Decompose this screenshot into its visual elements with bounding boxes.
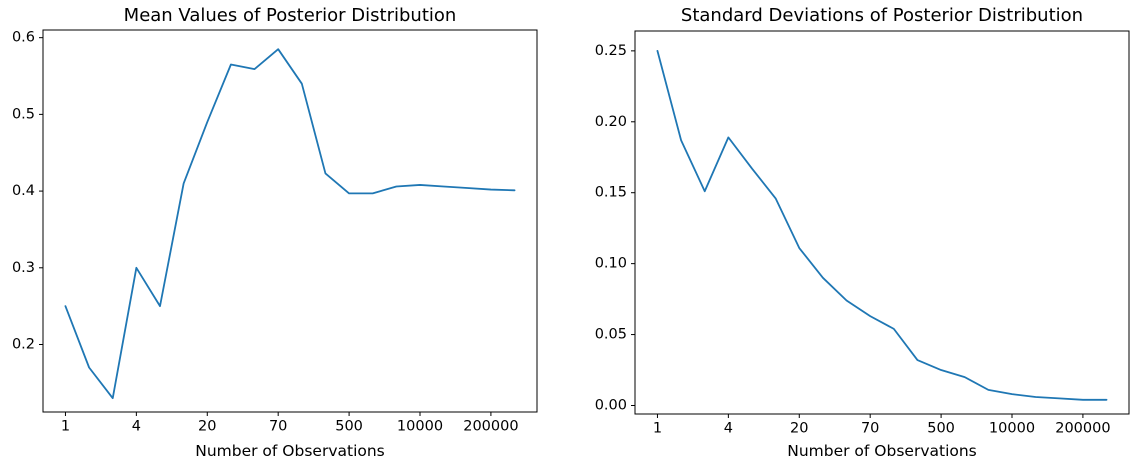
- y-tick-label: 0.05: [595, 327, 627, 343]
- x-tick-label: 20: [790, 421, 808, 437]
- axes-spine: [634, 30, 1130, 415]
- x-tick-label: 200000: [463, 419, 518, 435]
- x-tick-label: 1: [653, 421, 662, 437]
- left-chart-title: Mean Values of Posterior Distribution: [123, 5, 457, 26]
- x-tick-label: 500: [927, 421, 955, 437]
- y-tick-label: 0.15: [595, 185, 627, 201]
- x-tick-label: 20: [198, 419, 216, 435]
- right-chart-xlabel: Number of Observations: [787, 442, 977, 460]
- x-tick-label: 10000: [989, 421, 1035, 437]
- x-tick-label: 500: [335, 419, 363, 435]
- y-tick-label: 0.4: [12, 183, 35, 199]
- data-line: [656, 49, 1108, 401]
- y-tick-label: 0.3: [12, 260, 35, 276]
- y-tick-label: 0.00: [595, 397, 627, 413]
- x-tick-label: 1: [61, 419, 70, 435]
- left-chart-xlabel: Number of Observations: [195, 442, 385, 460]
- x-tick-label: 4: [724, 421, 733, 437]
- y-tick-label: 0.20: [595, 114, 627, 130]
- right-chart-title: Standard Deviations of Posterior Distrib…: [680, 5, 1084, 26]
- right-chart-canvas: 1 4 20 70 500 10000 200000 0.00 0.05 0.10 0.15 0.20…: [595, 30, 1130, 437]
- left-chart-canvas: 1 4 20 70 500 10000 200000 0.2 0.3 0.4 0.5 0.6: [12, 29, 538, 435]
- y-tick-label: 0.2: [12, 336, 35, 352]
- x-tick-label: 70: [861, 421, 879, 437]
- x-tick-label: 10000: [397, 419, 443, 435]
- y-tick-label: 0.25: [595, 43, 627, 59]
- x-tick-label: 200000: [1055, 421, 1110, 437]
- x-tick-label: 4: [132, 419, 141, 435]
- y-tick-label: 0.10: [595, 256, 627, 272]
- y-tick-label: 0.6: [12, 30, 35, 46]
- axes-spine: [42, 29, 538, 413]
- x-tick-label: 70: [269, 419, 287, 435]
- data-line: [64, 48, 516, 400]
- y-tick-label: 0.5: [12, 106, 35, 122]
